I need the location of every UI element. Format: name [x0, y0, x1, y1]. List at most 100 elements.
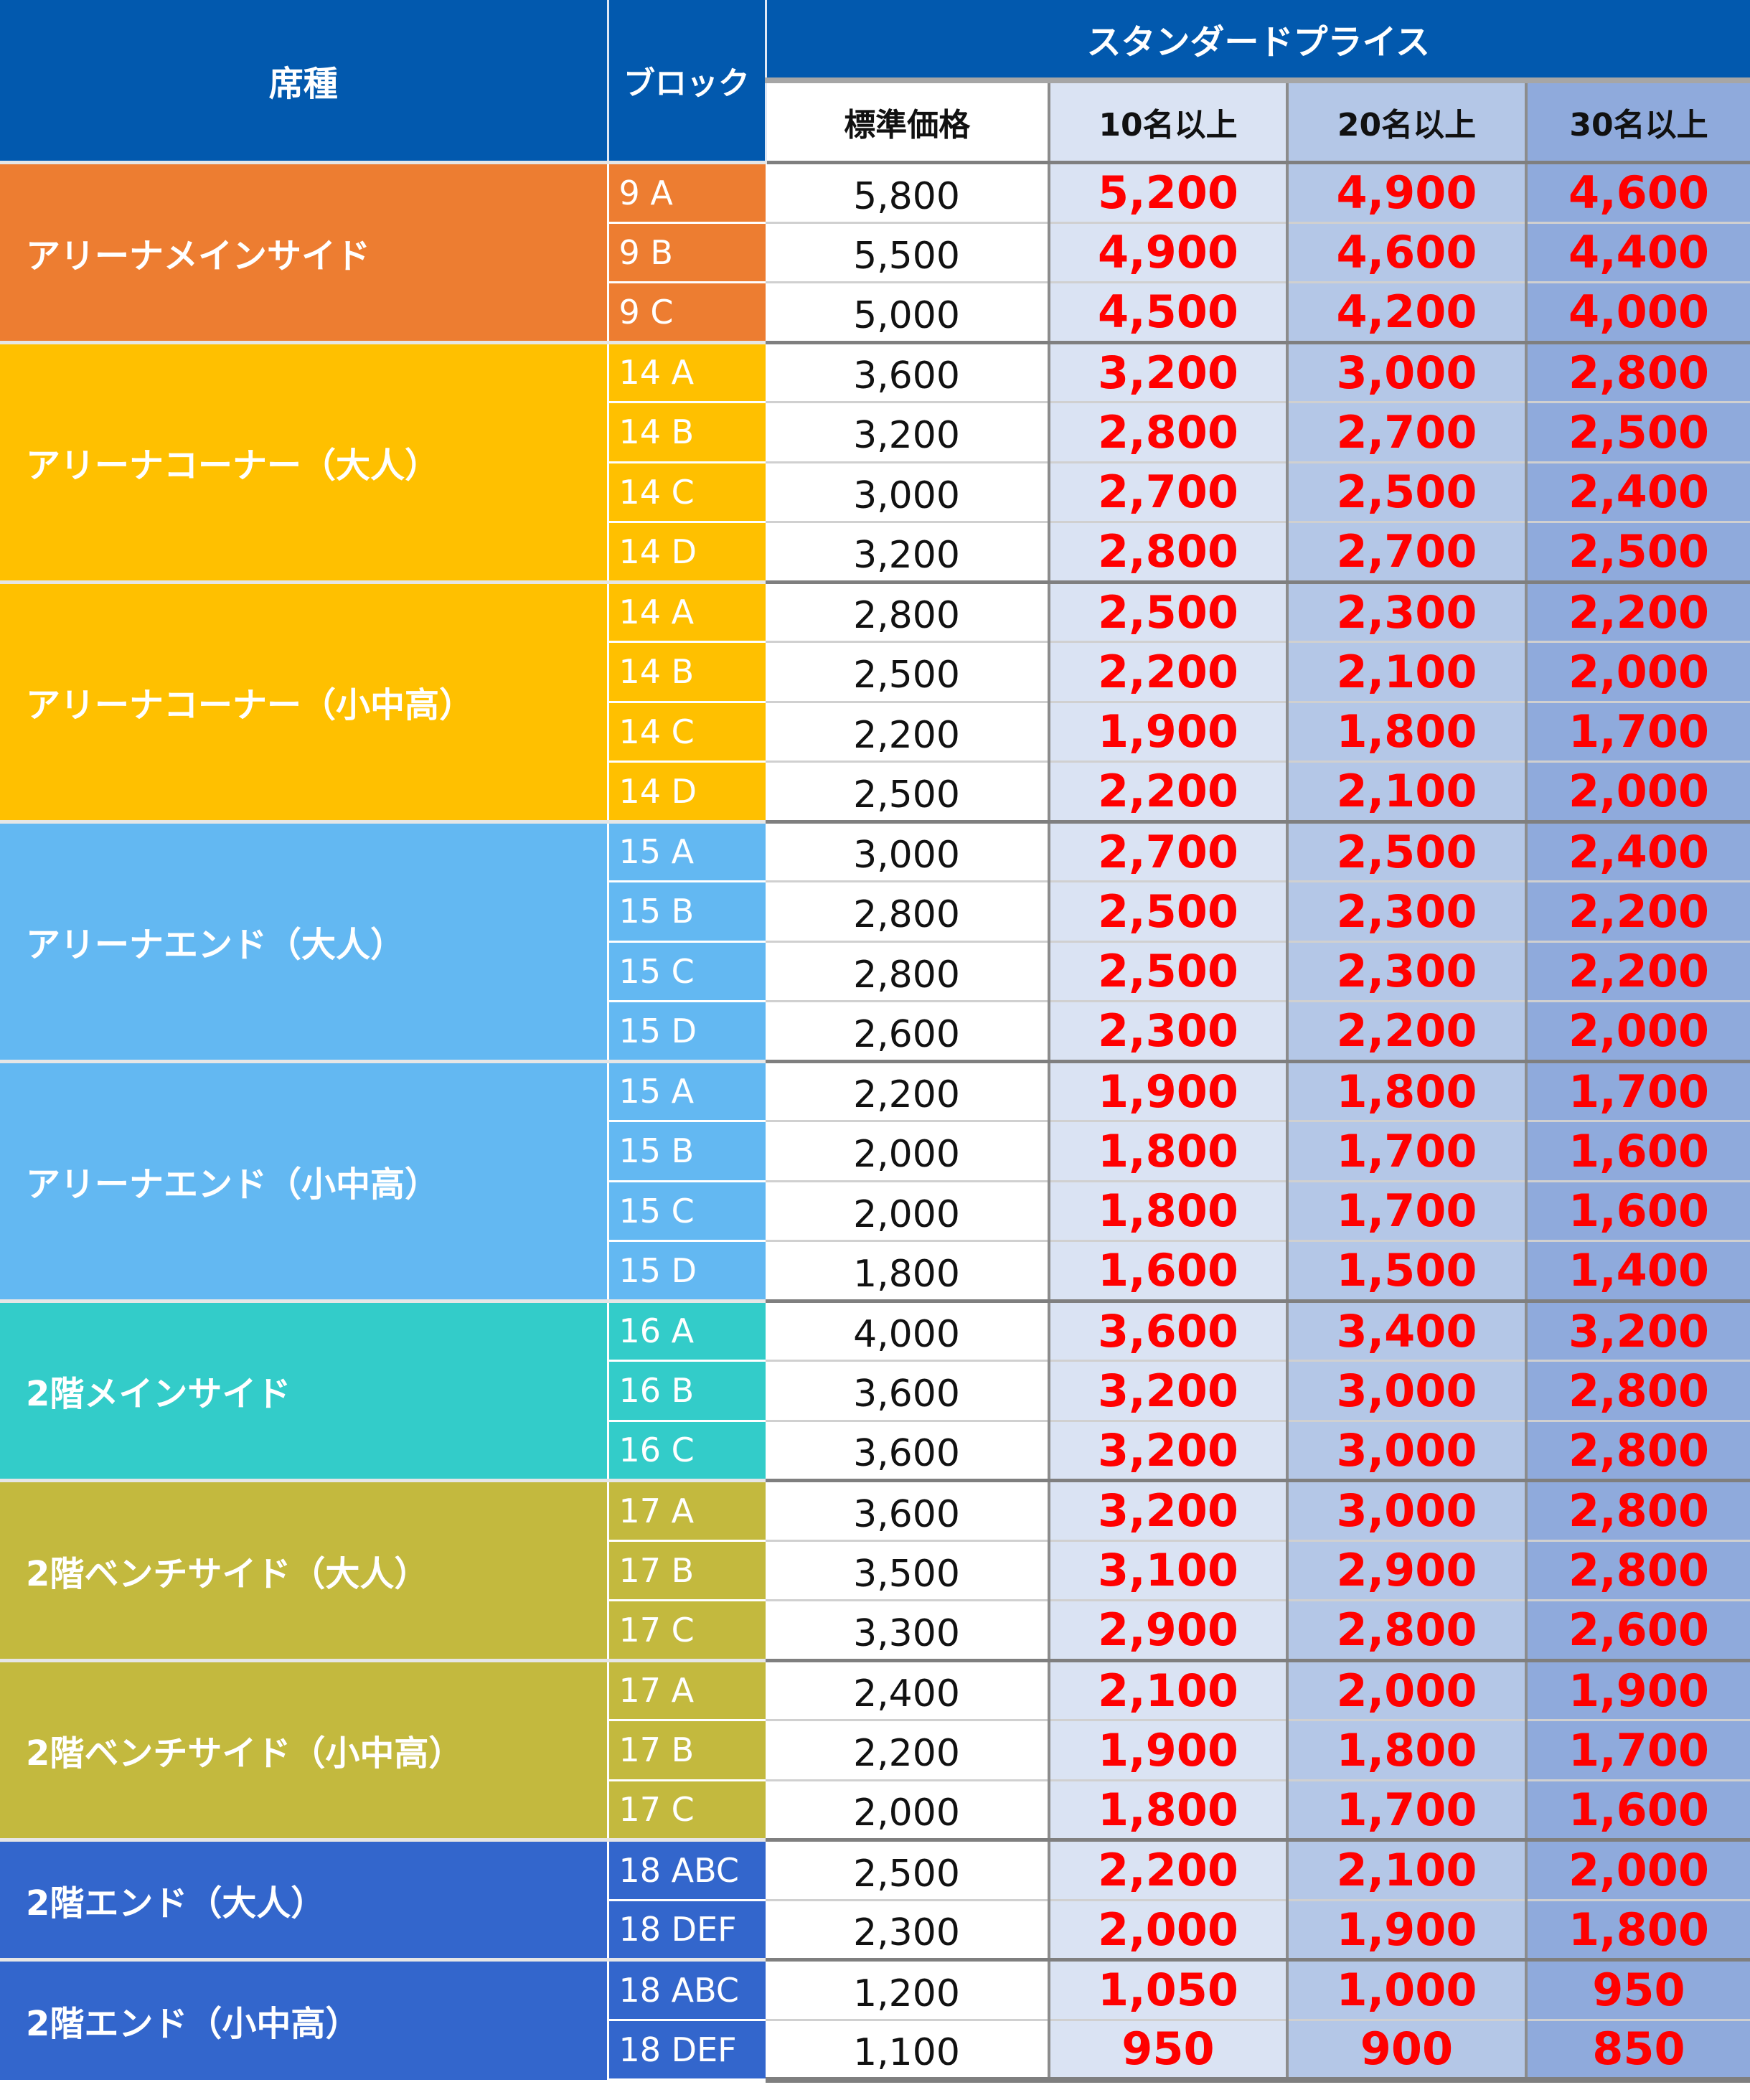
price-10plus: 3,200: [1049, 1360, 1289, 1422]
block-cell: 15 D: [608, 1240, 766, 1302]
table-row: 2階エンド（小中高） 18 ABC 1,200 1,050 1,000 950: [0, 1958, 1750, 2080]
price-10plus: 4,500: [1049, 282, 1289, 344]
price-30plus: 2,000: [1526, 1838, 1750, 1901]
price-20plus: 1,700: [1287, 1181, 1528, 1242]
price-30plus: 4,400: [1526, 222, 1750, 283]
price-20plus: 3,400: [1287, 1299, 1528, 1362]
price-10plus: 3,200: [1049, 1421, 1289, 1482]
standard-price: 5,000: [766, 282, 1050, 344]
seat-type-cell: アリーナエンド（小中高）: [0, 1059, 609, 1301]
table-row: 2階エンド（大人） 18 ABC 2,500 2,200 2,100 2,000: [0, 1838, 1750, 1960]
price-30plus: 1,600: [1526, 1121, 1750, 1182]
header-30plus: 30名以上: [1526, 77, 1750, 163]
block-cell: 15 C: [608, 1181, 766, 1242]
standard-price: 2,800: [766, 580, 1050, 643]
block-cell: 14 D: [608, 761, 766, 823]
table-row: 17 B 2,200 1,900 1,800 1,700: [0, 1720, 1750, 1781]
standard-price: 3,600: [766, 1421, 1050, 1482]
table-row: 16 C 3,600 3,200 3,000 2,800: [0, 1421, 1750, 1482]
price-10plus: 2,900: [1049, 1600, 1289, 1662]
seat-type-cell: アリーナコーナー（小中高）: [0, 580, 609, 821]
price-20plus: 4,200: [1287, 282, 1528, 344]
block-cell: 14 C: [608, 702, 766, 763]
table-row: 9 C 5,000 4,500 4,200 4,000: [0, 282, 1750, 344]
price-20plus: 900: [1287, 2020, 1528, 2083]
price-20plus: 1,500: [1287, 1240, 1528, 1302]
price-30plus: 1,400: [1526, 1240, 1750, 1302]
header-standard: 標準価格: [766, 77, 1050, 163]
block-cell: 17 A: [608, 1479, 766, 1542]
price-10plus: 1,900: [1049, 1720, 1289, 1781]
header-standard-price: スタンダードプライス: [766, 0, 1750, 80]
price-30plus: 2,800: [1526, 340, 1750, 403]
standard-price: 2,400: [766, 1658, 1050, 1721]
table-row: 18 DEF 2,300 2,000 1,900 1,800: [0, 1900, 1750, 1961]
price-20plus: 1,900: [1287, 1900, 1528, 1961]
seat-type-cell: 2階エンド（小中高）: [0, 1958, 609, 2080]
price-20plus: 2,500: [1287, 819, 1528, 882]
price-30plus: 2,800: [1526, 1421, 1750, 1482]
price-30plus: 4,000: [1526, 282, 1750, 344]
block-cell: 15 A: [608, 819, 766, 882]
seat-type-cell: アリーナコーナー（大人）: [0, 340, 609, 582]
price-10plus: 3,600: [1049, 1299, 1289, 1362]
price-30plus: 2,800: [1526, 1360, 1750, 1422]
block-cell: 17 C: [608, 1600, 766, 1662]
standard-price: 5,500: [766, 222, 1050, 283]
block-cell: 14 C: [608, 462, 766, 523]
price-10plus: 1,050: [1049, 1958, 1289, 2021]
price-10plus: 2,800: [1049, 522, 1289, 583]
table-row: 14 C 3,000 2,700 2,500 2,400: [0, 462, 1750, 523]
price-30plus: 1,700: [1526, 1720, 1750, 1781]
price-20plus: 2,100: [1287, 1838, 1528, 1901]
price-10plus: 1,900: [1049, 1059, 1289, 1122]
standard-price: 3,000: [766, 819, 1050, 882]
price-30plus: 1,600: [1526, 1181, 1750, 1242]
price-30plus: 2,800: [1526, 1479, 1750, 1542]
price-10plus: 3,100: [1049, 1540, 1289, 1601]
block-cell: 16 B: [608, 1360, 766, 1422]
price-10plus: 2,200: [1049, 641, 1289, 703]
price-20plus: 4,600: [1287, 222, 1528, 283]
block-cell: 9 A: [608, 161, 766, 224]
table-row: 15 D 1,800 1,600 1,500 1,400: [0, 1240, 1750, 1302]
price-30plus: 4,600: [1526, 161, 1750, 224]
standard-price: 2,300: [766, 1900, 1050, 1961]
price-10plus: 4,900: [1049, 222, 1289, 283]
price-30plus: 1,700: [1526, 702, 1750, 763]
price-30plus: 850: [1526, 2020, 1750, 2083]
standard-price: 3,500: [766, 1540, 1050, 1601]
standard-price: 2,600: [766, 1001, 1050, 1063]
price-30plus: 2,000: [1526, 641, 1750, 703]
price-20plus: 3,000: [1287, 1360, 1528, 1422]
seat-type-cell: 2階メインサイド: [0, 1299, 609, 1481]
standard-price: 3,600: [766, 340, 1050, 403]
price-30plus: 1,700: [1526, 1059, 1750, 1122]
price-30plus: 2,400: [1526, 462, 1750, 523]
price-10plus: 2,100: [1049, 1658, 1289, 1721]
block-cell: 17 B: [608, 1720, 766, 1781]
seat-type-cell: 2階ベンチサイド（大人）: [0, 1479, 609, 1660]
price-20plus: 1,000: [1287, 1958, 1528, 2021]
price-30plus: 2,200: [1526, 941, 1750, 1002]
price-10plus: 950: [1049, 2020, 1289, 2083]
block-cell: 18 ABC: [608, 1958, 766, 2021]
price-30plus: 2,000: [1526, 761, 1750, 823]
price-10plus: 2,800: [1049, 402, 1289, 463]
standard-price: 2,500: [766, 641, 1050, 703]
table-row: 2階ベンチサイド（大人） 17 A 3,600 3,200 3,000 2,800: [0, 1479, 1750, 1660]
standard-price: 3,200: [766, 522, 1050, 583]
price-10plus: 2,500: [1049, 941, 1289, 1002]
block-cell: 14 B: [608, 402, 766, 463]
price-10plus: 1,900: [1049, 702, 1289, 763]
price-10plus: 2,700: [1049, 462, 1289, 523]
header-10plus: 10名以上: [1049, 77, 1289, 163]
standard-price: 2,200: [766, 1720, 1050, 1781]
block-cell: 16 C: [608, 1421, 766, 1482]
table-row: 9 B 5,500 4,900 4,600 4,400: [0, 222, 1750, 283]
table-row: 15 C 2,800 2,500 2,300 2,200: [0, 941, 1750, 1002]
price-10plus: 3,200: [1049, 340, 1289, 403]
block-cell: 15 A: [608, 1059, 766, 1122]
seat-type-cell: アリーナエンド（大人）: [0, 819, 609, 1061]
